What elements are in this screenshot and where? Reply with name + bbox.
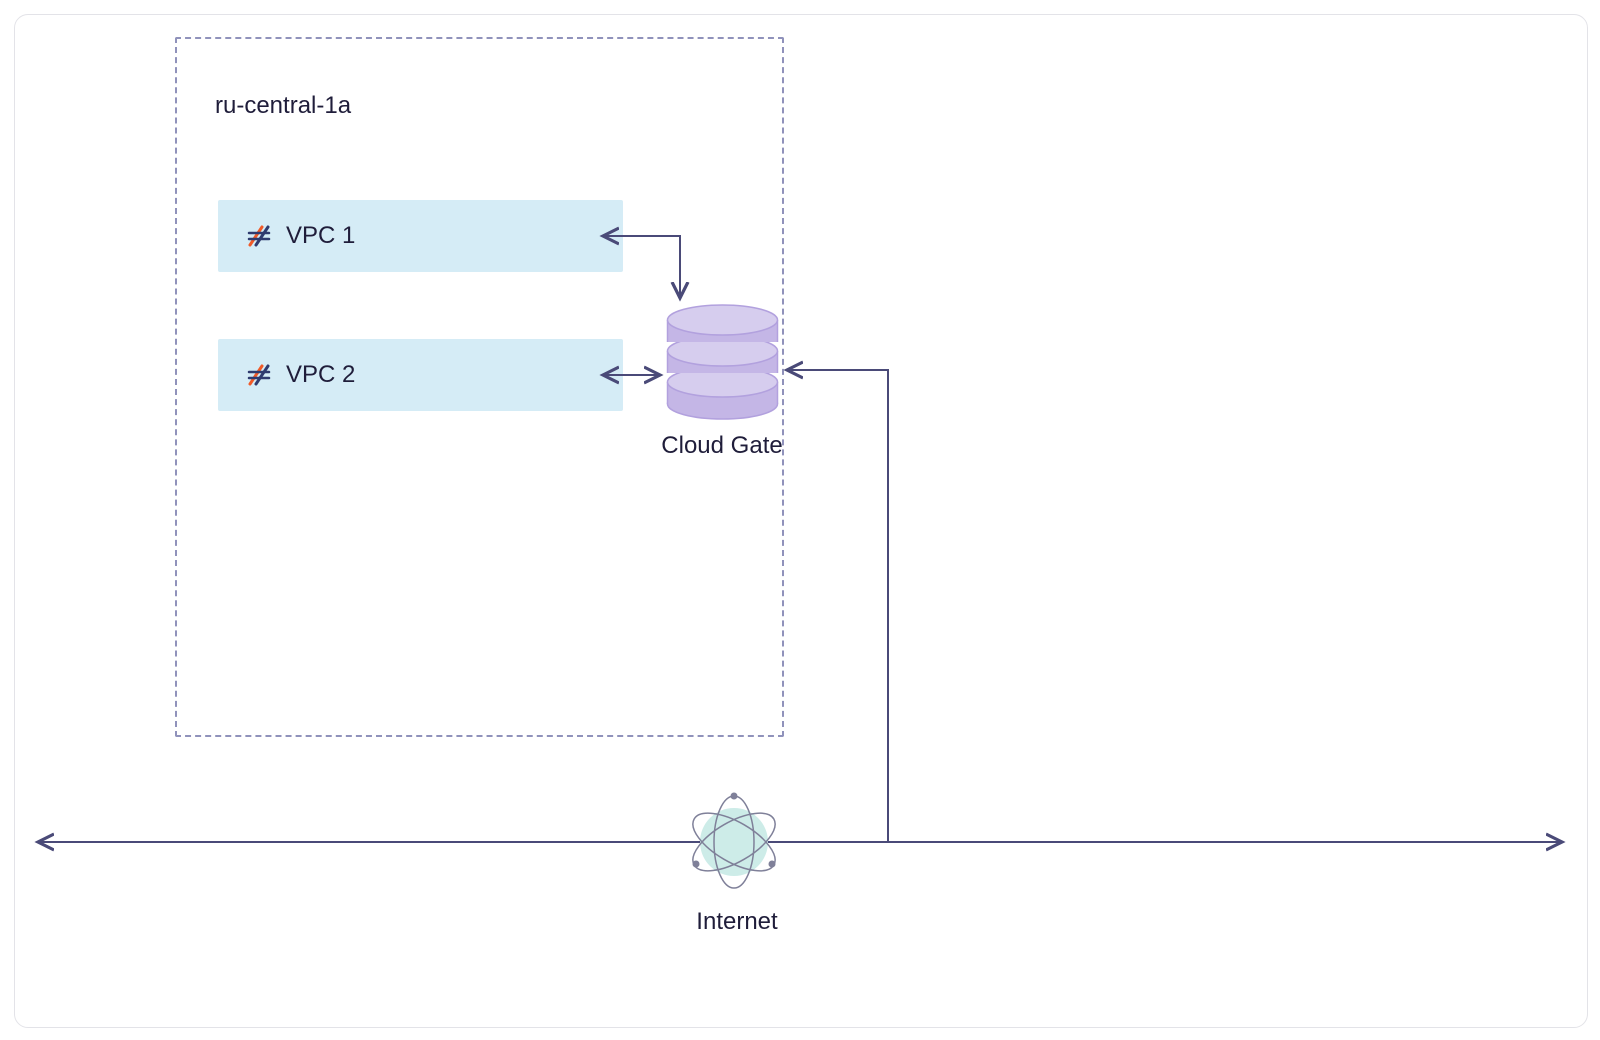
diagram-canvas: ru-central-1a VPC 1 VPC 2 — [0, 0, 1600, 1040]
internet-label: Internet — [687, 908, 787, 936]
internet-icon — [684, 792, 784, 892]
internet-line — [0, 0, 1600, 1040]
